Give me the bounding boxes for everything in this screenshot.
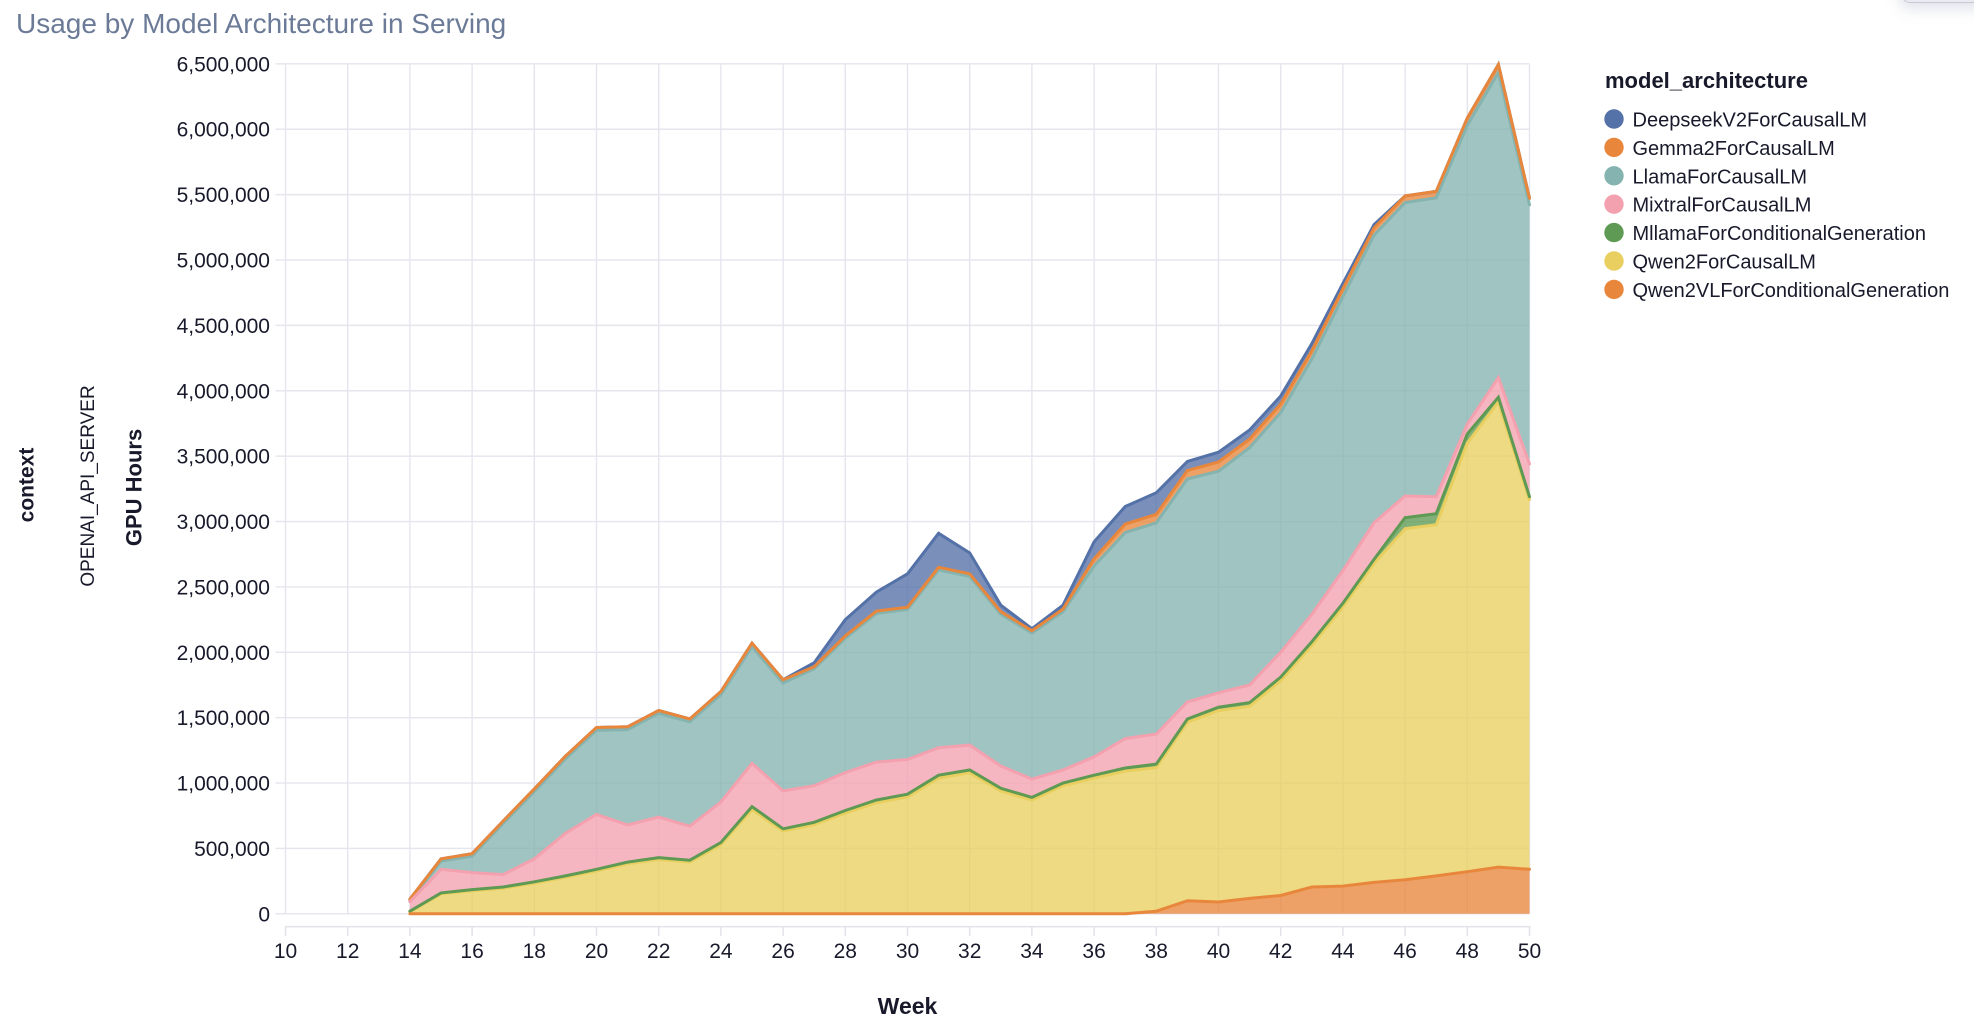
svg-text:500,000: 500,000 (194, 838, 270, 861)
svg-text:26: 26 (771, 940, 794, 963)
svg-text:44: 44 (1331, 940, 1355, 963)
svg-text:16: 16 (460, 940, 483, 963)
svg-text:MixtralForCausalLM: MixtralForCausalLM (1633, 195, 1812, 217)
svg-text:20: 20 (585, 940, 608, 963)
svg-text:50: 50 (1518, 940, 1541, 963)
svg-text:12: 12 (336, 940, 359, 963)
svg-text:3,500,000: 3,500,000 (177, 446, 270, 469)
svg-text:model_architecture: model_architecture (1605, 68, 1808, 93)
svg-text:4,000,000: 4,000,000 (177, 380, 270, 403)
svg-text:34: 34 (1020, 940, 1044, 963)
svg-text:28: 28 (834, 940, 857, 963)
svg-text:3,000,000: 3,000,000 (177, 511, 270, 534)
svg-text:1,500,000: 1,500,000 (177, 707, 270, 730)
svg-text:42: 42 (1269, 940, 1292, 963)
svg-text:14: 14 (398, 940, 422, 963)
svg-text:DeepseekV2ForCausalLM: DeepseekV2ForCausalLM (1633, 110, 1868, 132)
svg-text:6,500,000: 6,500,000 (177, 53, 270, 76)
svg-text:46: 46 (1393, 940, 1416, 963)
svg-text:LlamaForCausalLM: LlamaForCausalLM (1633, 166, 1808, 188)
svg-text:4,500,000: 4,500,000 (177, 315, 270, 338)
svg-text:30: 30 (896, 940, 919, 963)
svg-text:1,000,000: 1,000,000 (177, 773, 270, 796)
svg-text:40: 40 (1207, 940, 1230, 963)
svg-text:2,000,000: 2,000,000 (177, 642, 270, 665)
svg-text:18: 18 (523, 940, 546, 963)
svg-text:36: 36 (1082, 940, 1105, 963)
svg-text:GPU Hours: GPU Hours (122, 429, 147, 546)
svg-text:38: 38 (1145, 940, 1168, 963)
svg-text:MllamaForConditionalGeneration: MllamaForConditionalGeneration (1633, 223, 1926, 245)
svg-text:context: context (16, 448, 39, 523)
svg-text:Qwen2VLForConditionalGeneratio: Qwen2VLForConditionalGeneration (1633, 280, 1950, 302)
svg-text:Gemma2ForCausalLM: Gemma2ForCausalLM (1633, 138, 1835, 160)
svg-text:2,500,000: 2,500,000 (177, 576, 270, 599)
svg-text:0: 0 (258, 903, 270, 926)
svg-text:Usage by Model Architecture in: Usage by Model Architecture in Serving (16, 8, 506, 39)
svg-text:5,500,000: 5,500,000 (177, 184, 270, 207)
svg-text:10: 10 (274, 940, 297, 963)
svg-text:Week: Week (878, 993, 938, 1019)
svg-text:48: 48 (1456, 940, 1479, 963)
svg-text:22: 22 (647, 940, 670, 963)
svg-text:Qwen2ForCausalLM: Qwen2ForCausalLM (1633, 252, 1816, 274)
svg-text:32: 32 (958, 940, 981, 963)
svg-text:5,000,000: 5,000,000 (177, 250, 270, 273)
svg-text:24: 24 (709, 940, 733, 963)
svg-text:6,000,000: 6,000,000 (177, 119, 270, 142)
svg-text:OPENAI_API_SERVER: OPENAI_API_SERVER (78, 385, 99, 586)
